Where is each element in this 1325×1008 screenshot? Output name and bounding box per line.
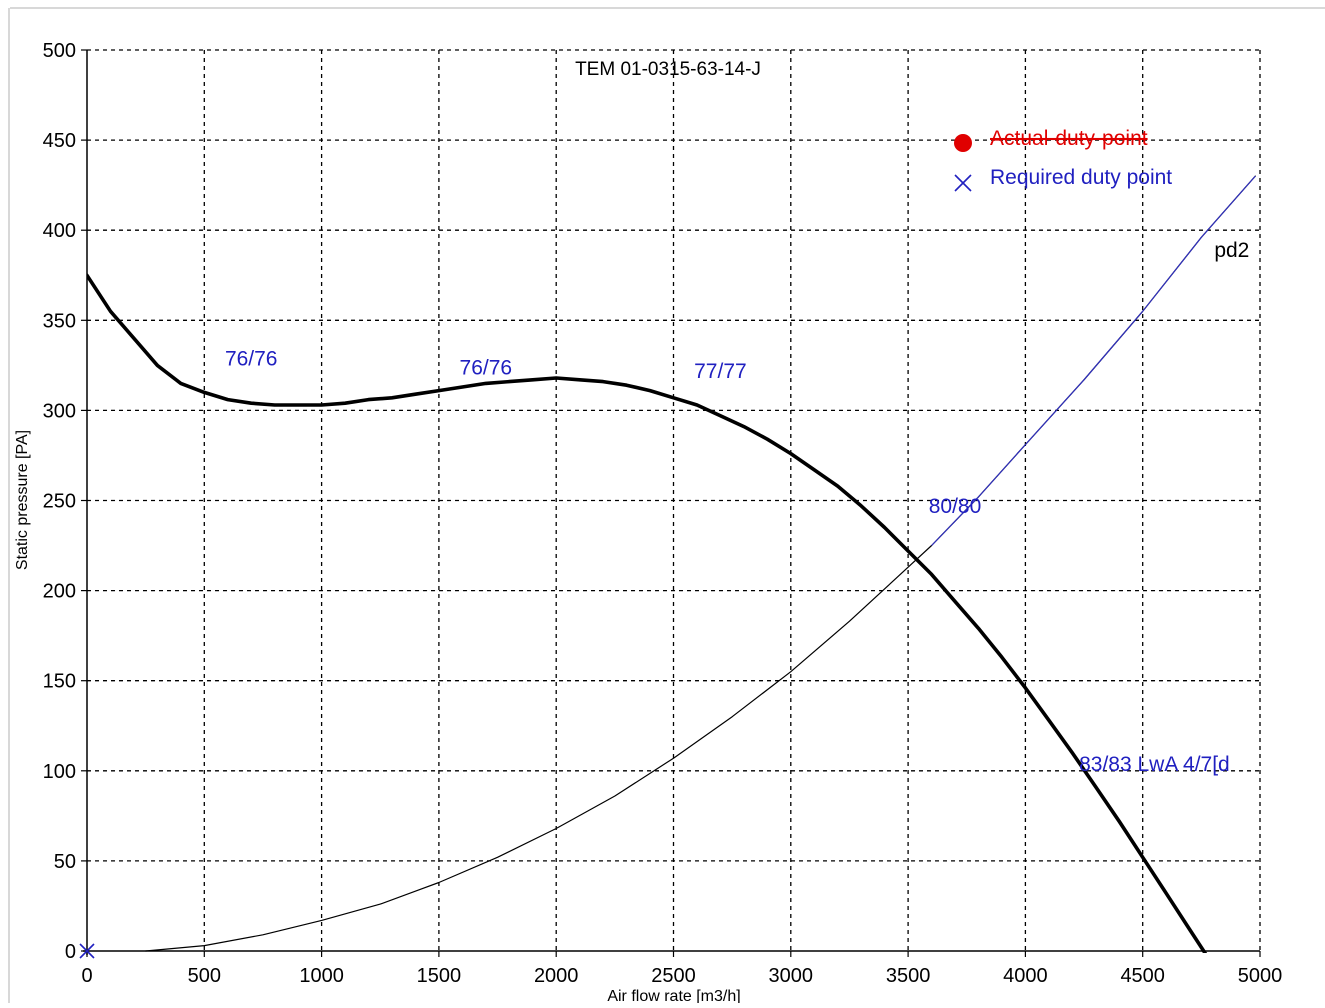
x-tick-label: 1500 xyxy=(417,965,462,987)
x-tick-label: 500 xyxy=(188,965,221,987)
y-tick-label: 400 xyxy=(43,220,76,242)
noise-level-label: 77/77 xyxy=(694,360,747,383)
x-tick-label: 0 xyxy=(81,965,92,987)
x-tick-label: 2500 xyxy=(651,965,696,987)
legend: Actual-duty-point Required duty point xyxy=(954,127,1172,192)
chart-title: TEM 01-0315-63-14-J xyxy=(575,59,761,80)
y-tick-label: 100 xyxy=(43,761,76,783)
y-tick-label: 200 xyxy=(43,581,76,603)
x-tick-label: 3000 xyxy=(769,965,814,987)
annotations: 76/76 76/76 77/77 80/80 83/83 LwA 4/7[d pd2 xyxy=(225,239,1249,776)
x-tick-label: 3500 xyxy=(886,965,931,987)
y-tick-label: 0 xyxy=(65,941,76,963)
y-axis-title: Static pressure [PA] xyxy=(14,430,31,570)
x-tick-label: 4500 xyxy=(1120,965,1165,987)
y-tick-label: 150 xyxy=(43,671,76,693)
noise-level-label: 76/76 xyxy=(460,356,513,379)
y-tick-label: 500 xyxy=(43,40,76,62)
required-duty-point-marker xyxy=(79,943,95,959)
axes: 0 500 1000 1500 2000 2500 3000 3500 4000 4500 5000… xyxy=(43,40,1283,987)
noise-level-label: 76/76 xyxy=(225,347,278,370)
x-tick-label: 5000 xyxy=(1238,965,1283,987)
fan-curve-line xyxy=(87,273,1208,953)
legend-marker-actual-duty-point xyxy=(954,134,972,152)
x-tick-label: 1000 xyxy=(299,965,344,987)
y-tick-label: 350 xyxy=(43,310,76,332)
system-curve-upper-segment xyxy=(931,175,1256,546)
curve-label-pd2: pd2 xyxy=(1214,239,1249,262)
noise-level-label: 80/80 xyxy=(929,495,982,518)
y-tick-label: 250 xyxy=(43,491,76,513)
x-axis-title: Air flow rate [m3/h] xyxy=(607,988,740,1003)
x-tick-label: 4000 xyxy=(1003,965,1048,987)
noise-level-label: 83/83 LwA 4/7[d xyxy=(1079,753,1230,776)
legend-label-required-duty-point: Required duty point xyxy=(990,166,1172,189)
grid xyxy=(87,49,1261,951)
legend-label-actual-duty-point: Actual-duty-point xyxy=(990,127,1148,150)
y-tick-label: 50 xyxy=(54,851,76,873)
y-tick-label: 450 xyxy=(43,130,76,152)
legend-marker-required-duty-point xyxy=(954,174,972,192)
x-tick-label: 2000 xyxy=(534,965,579,987)
series-group xyxy=(79,175,1256,959)
y-tick-label: 300 xyxy=(43,400,76,422)
